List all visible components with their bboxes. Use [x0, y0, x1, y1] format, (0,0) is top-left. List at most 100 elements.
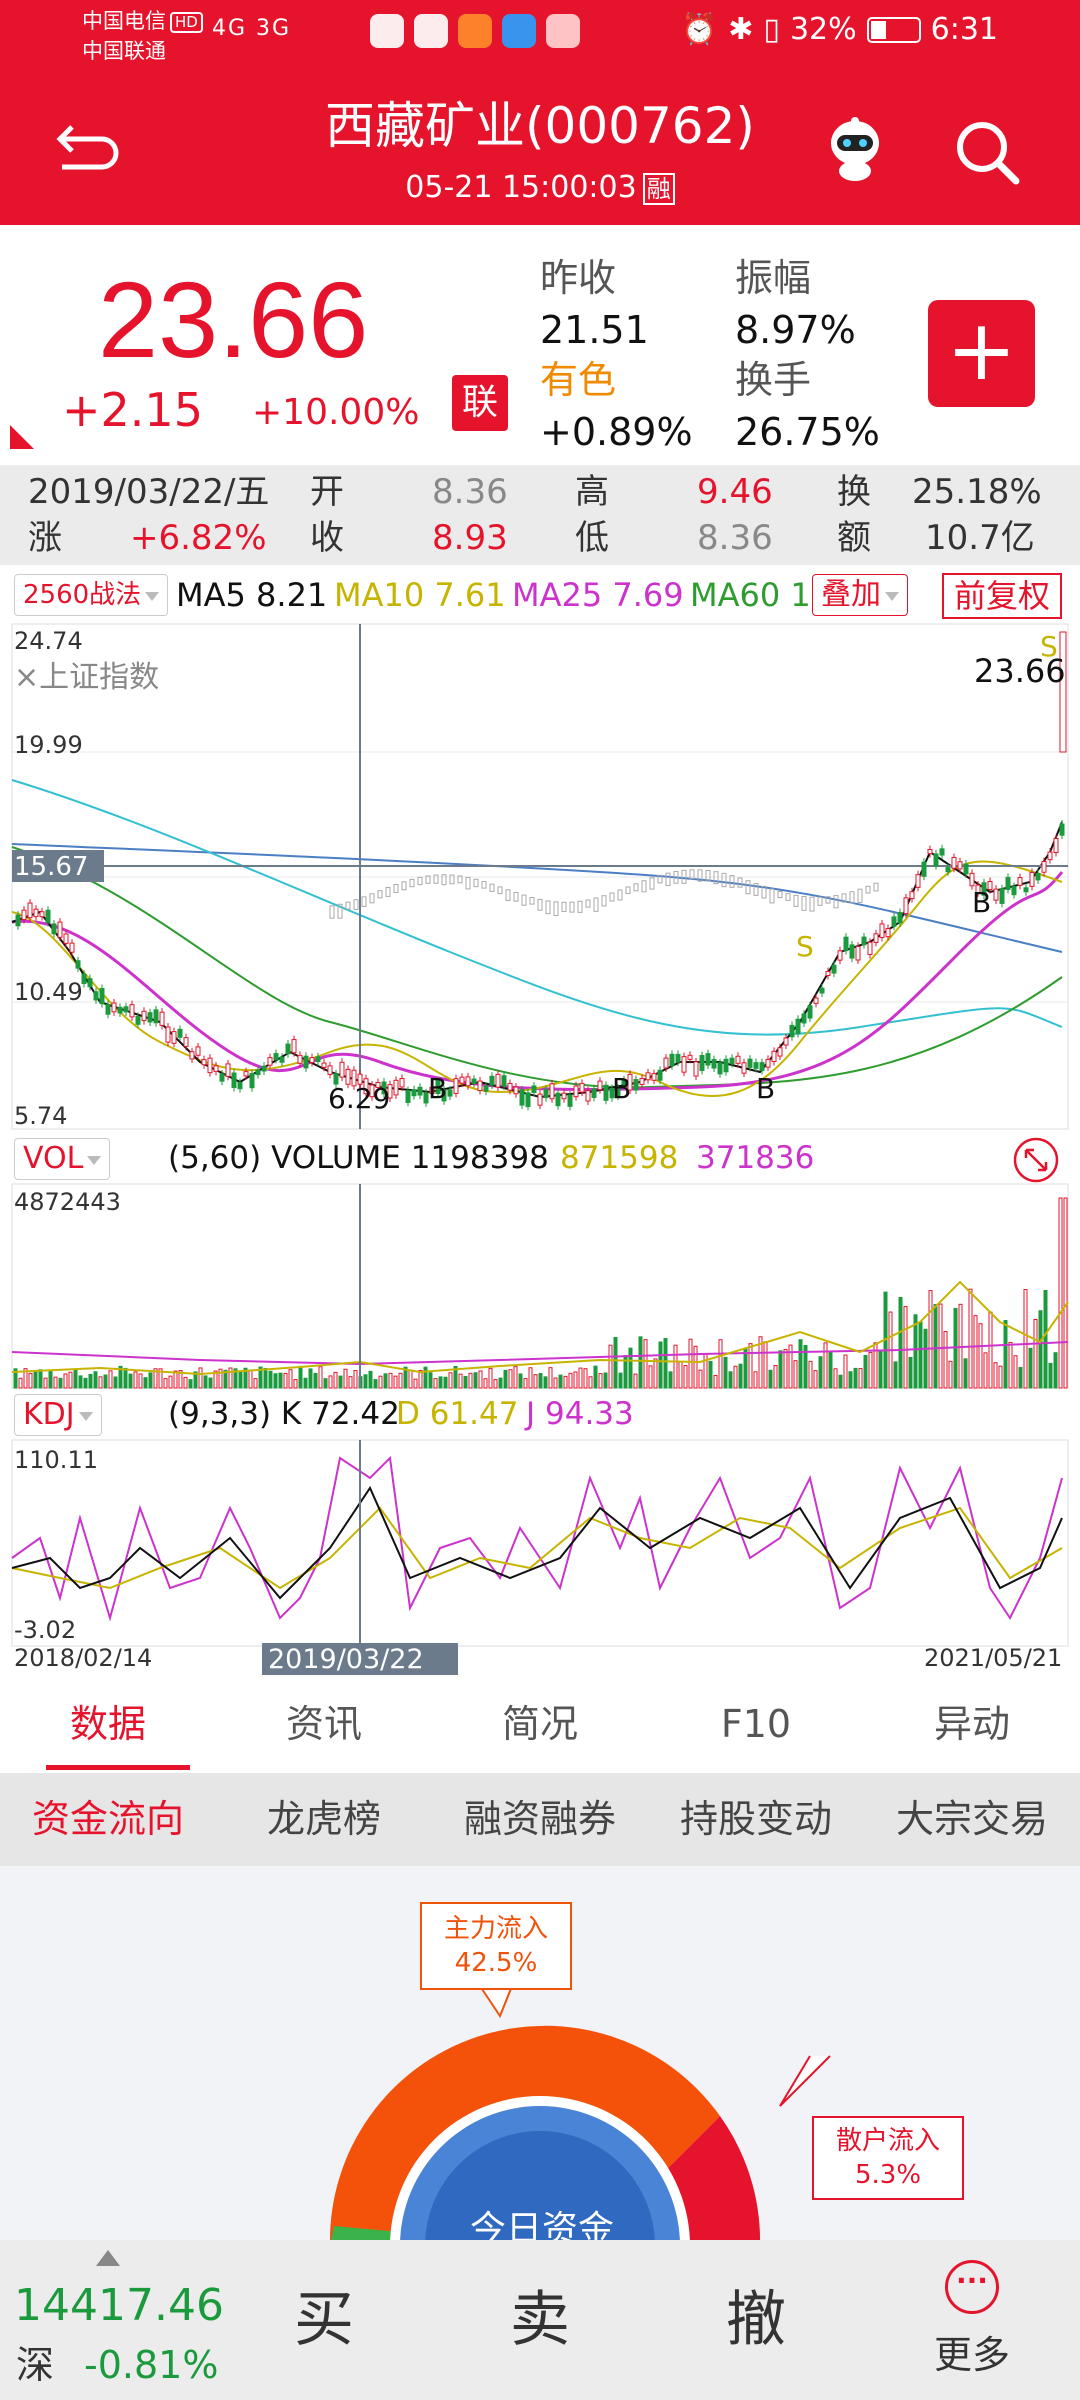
tab-data[interactable]: 数据 [69, 1702, 146, 1746]
robot-assistant-icon[interactable] [820, 113, 890, 183]
index-overlay-label[interactable]: ×上证指数 [14, 660, 159, 695]
candle-body [597, 1080, 603, 1091]
hist-amount-label: 额 [837, 518, 871, 558]
volume-bar [648, 1365, 653, 1389]
subtab-dragon-tiger[interactable]: 龙虎榜 [266, 1797, 381, 1841]
candle-body [951, 856, 957, 869]
cross-date-tag [262, 1643, 458, 1675]
back-icon[interactable] [52, 117, 122, 177]
tab-anomaly[interactable]: 异动 [933, 1702, 1010, 1746]
more-icon[interactable]: ··· [945, 2260, 999, 2314]
candle-body [741, 1062, 747, 1074]
tab-news[interactable]: 资讯 [285, 1702, 362, 1746]
candle-body [105, 1004, 111, 1015]
index-value[interactable]: 14417.46 [14, 2280, 224, 2331]
volume-bar [83, 1377, 88, 1389]
volume-bar [13, 1368, 18, 1389]
volume-bar [778, 1350, 783, 1389]
index-candle [393, 884, 399, 894]
fullscreen-icon[interactable] [1012, 1136, 1060, 1184]
candle-body [501, 1075, 507, 1087]
tab-overview[interactable]: 简况 [501, 1702, 578, 1746]
candle-body [699, 1054, 705, 1071]
candle-body [525, 1092, 531, 1108]
index-candle [857, 888, 863, 904]
candle-body [63, 933, 69, 944]
index-candle [761, 885, 767, 899]
index-candle [753, 883, 759, 896]
index-candle [809, 896, 815, 912]
volume-bar [963, 1358, 968, 1389]
search-icon[interactable] [950, 115, 1025, 190]
volume-bar [343, 1368, 348, 1389]
volume-bar [368, 1370, 373, 1389]
sell-button[interactable]: 卖 [510, 2285, 570, 2355]
candle-body [93, 991, 99, 1001]
index-candle [353, 899, 359, 910]
sector-label[interactable]: 有色 [540, 358, 617, 402]
fq-button[interactable]: 前复权 [942, 573, 1063, 619]
volume-bar [38, 1369, 43, 1389]
index-candle [449, 874, 455, 885]
volume-bar [998, 1365, 1003, 1389]
reader-notification-icon [414, 14, 448, 48]
add-watchlist-button[interactable]: + [928, 300, 1035, 407]
volume-header: VOL (5,60) VOLUME 1198398 871598 371836 [0, 1136, 1080, 1184]
carrier-1: 中国电信 [82, 9, 166, 33]
kdj-chart[interactable]: 110.11 -3.02 2018/02/14 2019/03/22 2021/… [0, 1438, 1080, 1675]
volume-bar [863, 1354, 868, 1389]
strategy-dropdown[interactable]: 2560战法 [14, 574, 169, 616]
candle-body [777, 1047, 783, 1057]
volume-bar [828, 1351, 833, 1389]
candle-body [807, 1005, 813, 1019]
volume-bar [668, 1371, 673, 1389]
volume-bar [973, 1315, 978, 1389]
expand-up-icon[interactable] [96, 2250, 120, 2266]
subtab-block-trade[interactable]: 大宗交易 [895, 1797, 1048, 1841]
candle-body [195, 1046, 201, 1056]
candle-body [285, 1043, 291, 1055]
volume-bar [268, 1370, 273, 1389]
amplitude-value: 8.97% [735, 308, 856, 352]
candle-body [99, 988, 105, 1005]
volume-bar [698, 1369, 703, 1389]
candle-body [723, 1058, 729, 1073]
volume-bar [88, 1373, 93, 1389]
buy-button[interactable]: 买 [294, 2285, 354, 2355]
candle-body [831, 964, 837, 974]
vol-dropdown[interactable]: VOL [14, 1138, 111, 1180]
candle-body [111, 1002, 117, 1013]
volume-bar [673, 1344, 678, 1389]
index-candle [777, 891, 783, 899]
candle-body [963, 863, 969, 875]
candle-body [843, 936, 849, 952]
subtab-holding-change[interactable]: 持股变动 [679, 1797, 832, 1841]
last-price-label: 23.66 [974, 652, 1066, 690]
subtab-fund-flow[interactable]: 资金流向 [31, 1797, 184, 1841]
cancel-order-button[interactable]: 撤 [726, 2285, 786, 2355]
volume-bar [493, 1379, 498, 1389]
index-candle [521, 894, 527, 906]
candle-body [957, 861, 963, 870]
index-candle [665, 872, 671, 886]
tab-f10[interactable]: F10 [720, 1702, 792, 1746]
candle-body [1047, 851, 1053, 861]
candle-body [519, 1089, 525, 1106]
index-candle [729, 875, 735, 888]
more-button[interactable]: 更多 [934, 2333, 1011, 2377]
hist-turn: 25.18% [912, 472, 1042, 512]
subtab-margin[interactable]: 融资融券 [463, 1797, 616, 1841]
overlay-dropdown[interactable]: 叠加 [812, 574, 908, 616]
volume-bar [463, 1376, 468, 1389]
kdj-dropdown[interactable]: KDJ [14, 1394, 102, 1436]
ma25-label: MA25 7.69 [512, 576, 684, 614]
volume-bars [13, 1197, 1068, 1389]
volume-chart[interactable]: 4872443 [0, 1182, 1080, 1390]
connect-badge[interactable]: 联 [452, 375, 508, 431]
index-candle [377, 890, 383, 899]
data-subtabs: 资金流向 龙虎榜 融资融券 持股变动 大宗交易 [0, 1773, 1080, 1866]
sector-change: +0.89% [540, 410, 693, 454]
volume-bar [208, 1377, 213, 1389]
kline-chart[interactable]: 24.74 19.99 15.67 10.49 5.74 ×上证指数 23.66… [0, 622, 1080, 1132]
volume-bar [53, 1376, 58, 1389]
